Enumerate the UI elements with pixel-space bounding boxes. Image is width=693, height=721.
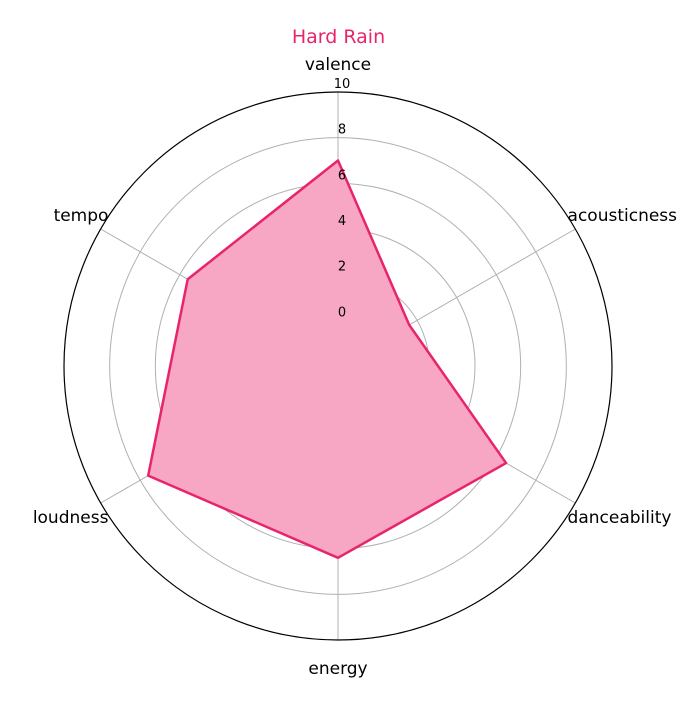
series-area: [146, 159, 508, 560]
tick-label-4: 4: [338, 214, 346, 229]
data-layer: [146, 159, 508, 560]
axis-label-danceability: danceability: [568, 508, 672, 528]
tick-label-6: 6: [338, 168, 346, 183]
chart-title: Hard Rain: [291, 26, 386, 48]
outer-frame: [63, 91, 613, 641]
axis-label-tempo: tempo: [54, 206, 109, 226]
axis-label-acousticness: acousticness: [568, 206, 678, 226]
axis-label-loudness: loudness: [33, 508, 109, 528]
tick-label-0: 0: [338, 305, 346, 320]
label-layer: 0 2 4 6 8 10 valence acousticness danceability en…: [33, 55, 677, 679]
tick-label-8: 8: [338, 123, 346, 138]
tick-label-10: 10: [334, 77, 351, 92]
axis-label-valence: valence: [305, 55, 371, 75]
grid-ring-8: [109, 137, 567, 595]
axis-label-energy: energy: [308, 659, 367, 679]
tick-label-2: 2: [338, 260, 346, 275]
